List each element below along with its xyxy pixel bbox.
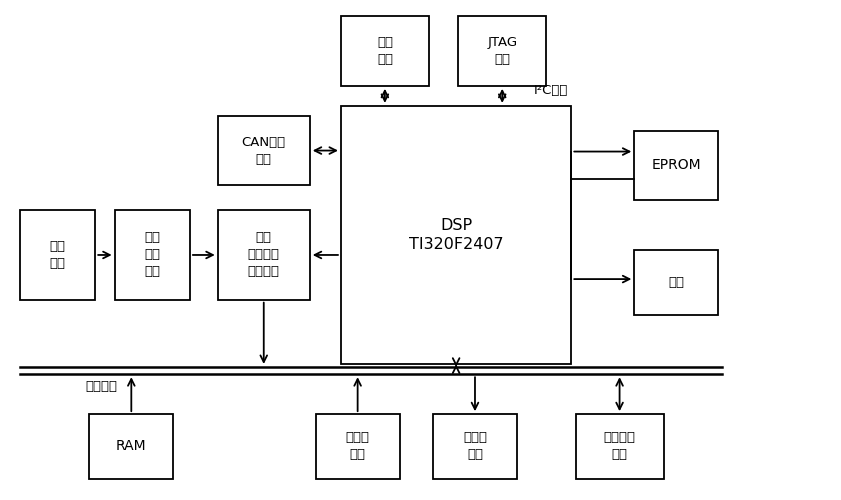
Text: RAM: RAM	[116, 440, 146, 454]
Bar	[458, 16, 547, 86]
Bar	[218, 210, 309, 300]
Bar	[315, 414, 399, 478]
Bar	[341, 16, 429, 86]
Text: EPROM: EPROM	[651, 158, 701, 172]
Bar	[114, 210, 190, 300]
Text: CAN总线
接口: CAN总线 接口	[241, 136, 286, 166]
Text: 模拟
低通
滤波: 模拟 低通 滤波	[145, 232, 161, 278]
Bar	[575, 414, 664, 478]
Bar	[89, 414, 173, 478]
Bar	[634, 130, 718, 200]
Bar	[218, 116, 309, 186]
Bar	[341, 106, 571, 364]
Text: 采保
多路开关
模数转换: 采保 多路开关 模数转换	[248, 232, 280, 278]
Bar	[433, 414, 517, 478]
Text: 开关量
输出: 开关量 输出	[463, 432, 487, 462]
Text: JTAG
接口: JTAG 接口	[487, 36, 517, 66]
Text: 电源
插件: 电源 插件	[377, 36, 393, 66]
Text: 人机接口
插件: 人机接口 插件	[604, 432, 636, 462]
Bar	[634, 250, 718, 314]
Text: 开关量
输入: 开关量 输入	[346, 432, 370, 462]
Text: DSP
TI320F2407: DSP TI320F2407	[409, 218, 504, 252]
Text: 数据总线: 数据总线	[85, 380, 117, 394]
Bar	[20, 210, 95, 300]
Text: I²C总线: I²C总线	[534, 84, 568, 97]
Text: 时钟: 时钟	[668, 276, 685, 289]
Text: 模拟
插件: 模拟 插件	[50, 240, 66, 270]
